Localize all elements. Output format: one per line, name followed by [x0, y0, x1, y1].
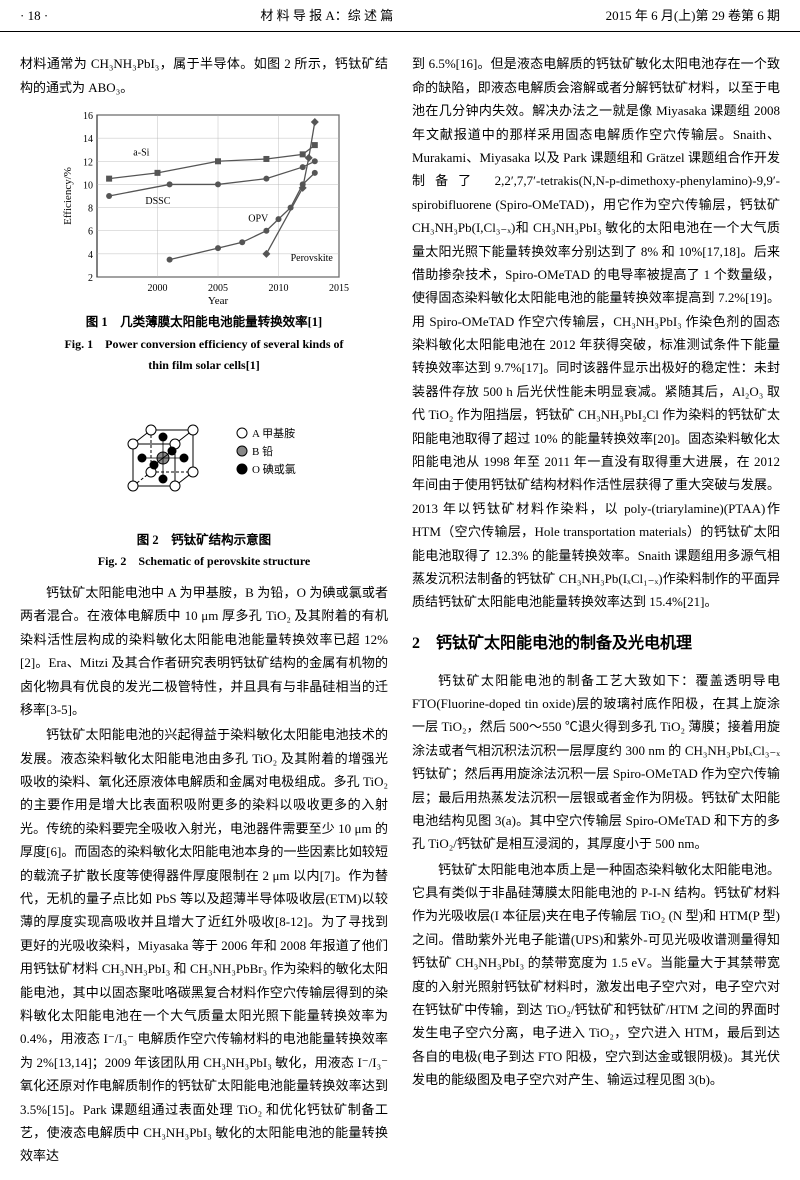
svg-text:Efficiency/%: Efficiency/% — [62, 167, 74, 225]
left-p1: 材料通常为 CH₃NH₃PbI₃，属于半导体。如图 2 所示，钙钛矿结构的通式为… — [20, 52, 388, 99]
svg-text:4: 4 — [88, 250, 93, 261]
right-p2: 钙钛矿太阳能电池的制备工艺大致如下：覆盖透明导电 FTO(Fluorine-do… — [412, 669, 780, 856]
left-p2: 钙钛矿太阳能电池中 A 为甲基胺，B 为铅，O 为碘或氯或者两者混合。在液体电解… — [20, 581, 388, 721]
svg-text:OPV: OPV — [248, 214, 269, 225]
figure-2: A 甲基胺 B 铅 O 碘或氯 图 2 钙钛矿结构示意图 Fig. 2 Schema… — [20, 385, 388, 573]
page-header: · 18 · 材 料 导 报 A：综 述 篇 2015 年 6 月(上)第 29… — [0, 0, 800, 32]
fig2-caption-cn: 图 2 钙钛矿结构示意图 — [20, 529, 388, 552]
svg-text:2005: 2005 — [208, 283, 228, 294]
svg-text:2: 2 — [88, 273, 93, 284]
svg-text:DSSC: DSSC — [145, 196, 170, 207]
svg-text:O 碘或氯: O 碘或氯 — [252, 462, 296, 476]
svg-text:6: 6 — [88, 227, 93, 238]
svg-text:2010: 2010 — [269, 283, 289, 294]
svg-text:2015: 2015 — [329, 283, 349, 294]
fig2-caption-en: Fig. 2 Schematic of perovskite structure — [20, 551, 388, 573]
left-column: 材料通常为 CH₃NH₃PbI₃，属于半导体。如图 2 所示，钙钛矿结构的通式为… — [20, 52, 388, 1169]
perovskite-cube: A 甲基胺 B 铅 O 碘或氯 — [74, 385, 334, 525]
svg-text:8: 8 — [88, 204, 93, 215]
svg-text:B 铅: B 铅 — [252, 444, 273, 458]
journal-title: 材 料 导 报 A：综 述 篇 — [260, 4, 393, 27]
right-column: 到 6.5%[16]。但是液态电解质的钙钛矿敏化太阳电池存在一个致命的缺陷，即液… — [412, 52, 780, 1169]
svg-text:14: 14 — [83, 134, 93, 145]
right-p3: 钙钛矿太阳能电池本质上是一种固态染料敏化太阳能电池。它具有类似于非晶硅薄膜太阳能… — [412, 858, 780, 1092]
efficiency-chart: 2 4 6 8 10 12 14 16 2000 2005 2010 2015 Year Efficien… — [59, 107, 349, 307]
right-p1: 到 6.5%[16]。但是液态电解质的钙钛矿敏化太阳电池存在一个致命的缺陷，即液… — [412, 52, 780, 613]
fig1-caption-cn: 图 1 几类薄膜太阳能电池能量转换效率[1] — [20, 311, 388, 334]
main-content: 材料通常为 CH₃NH₃PbI₃，属于半导体。如图 2 所示，钙钛矿结构的通式为… — [0, 32, 800, 1179]
issue-info: 2015 年 6 月(上)第 29 卷第 6 期 — [606, 4, 780, 27]
fig1-caption-en-l1: Fig. 1 Power conversion efficiency of se… — [20, 334, 388, 356]
svg-text:Perovskite: Perovskite — [291, 253, 334, 264]
fig1-caption-en-l2: thin film solar cells[1] — [20, 355, 388, 377]
section-2-title: 2 钙钛矿太阳能电池的制备及光电机理 — [412, 630, 780, 659]
svg-text:a-Si: a-Si — [133, 148, 149, 159]
svg-text:2000: 2000 — [148, 283, 168, 294]
svg-text:16: 16 — [83, 111, 93, 122]
svg-text:A 甲基胺: A 甲基胺 — [252, 426, 295, 440]
svg-text:10: 10 — [83, 181, 93, 192]
svg-text:12: 12 — [83, 157, 93, 168]
left-p3: 钙钛矿太阳能电池的兴起得益于染料敏化太阳能电池技术的发展。液态染料敏化太阳能电池… — [20, 723, 388, 1167]
page-number: · 18 · — [20, 4, 48, 27]
svg-text:Year: Year — [208, 295, 229, 307]
figure-1: 2 4 6 8 10 12 14 16 2000 2005 2010 2015 Year Efficien… — [20, 107, 388, 377]
